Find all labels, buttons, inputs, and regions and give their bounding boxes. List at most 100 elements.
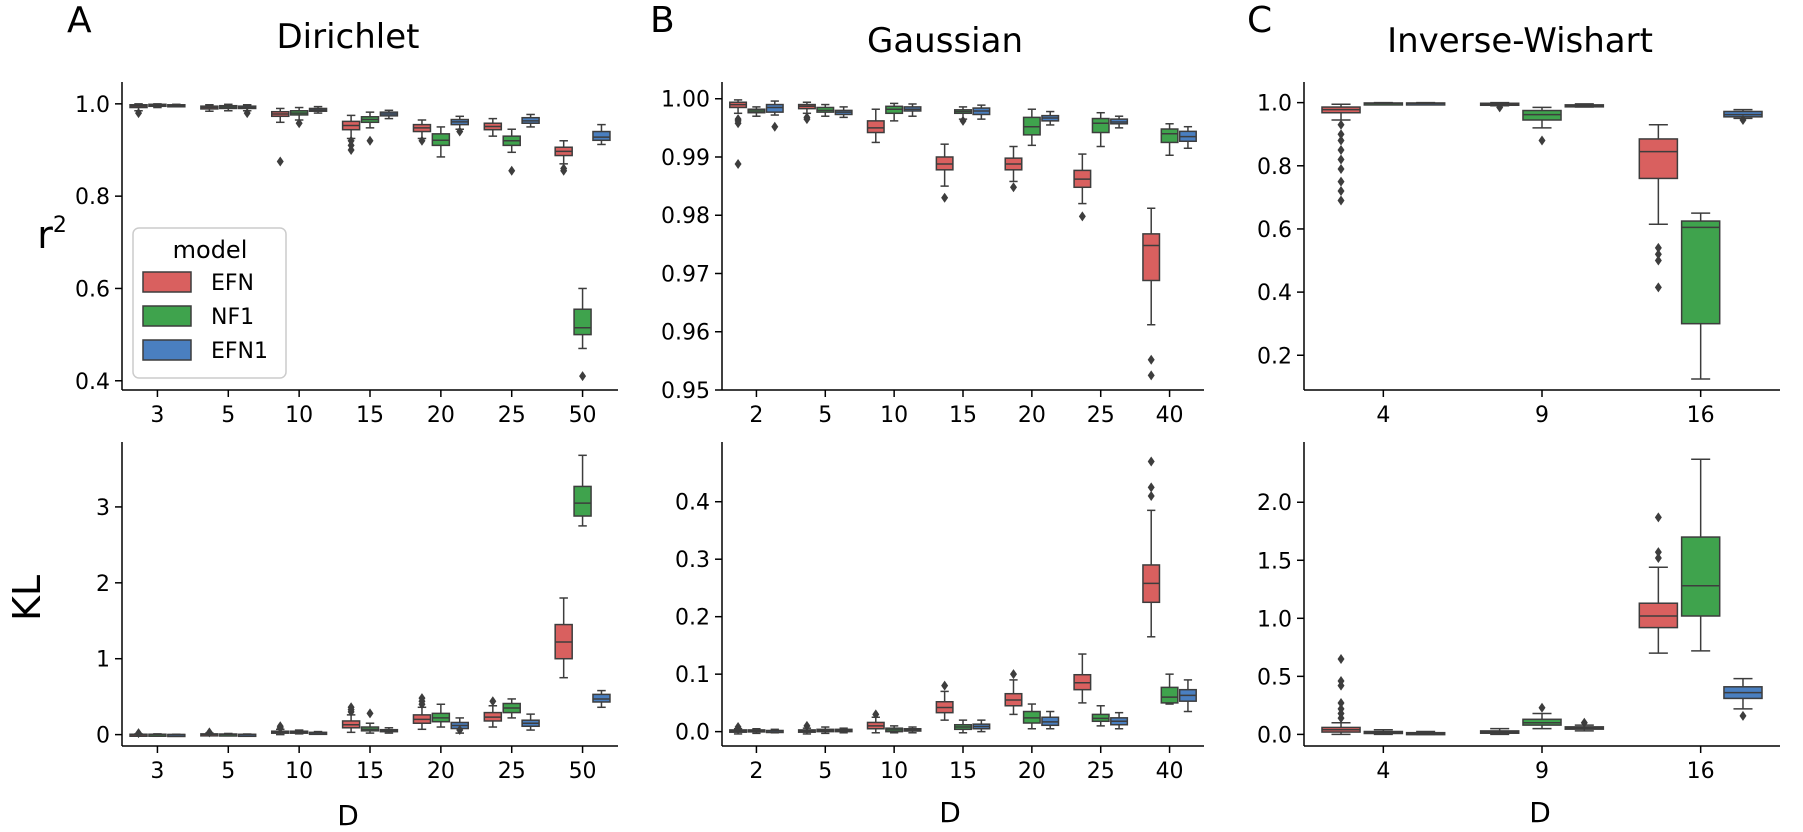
outlier-efn [1337, 135, 1345, 146]
box-nf1 [573, 308, 592, 336]
y-tick-label: 0.98 [661, 204, 710, 229]
outlier-efn1 [456, 126, 464, 137]
outlier-efn1 [243, 108, 251, 119]
y-tick-label: 1.0 [1257, 92, 1292, 117]
outlier-efn [1147, 354, 1155, 365]
panel-letter-b: B [650, 0, 675, 41]
outlier-efn [1337, 119, 1345, 130]
ylabel-r2: r2 [37, 213, 67, 257]
x-tick-label: 5 [818, 403, 832, 428]
x-tick-label: 4 [1376, 759, 1390, 784]
outlier-efn [1147, 490, 1155, 501]
outlier-efn [1654, 547, 1662, 558]
x-tick-label: 15 [949, 403, 977, 428]
outlier-efn [205, 727, 213, 738]
panel-title-dirichlet: Dirichlet [277, 17, 420, 57]
outlier-efn [347, 702, 355, 713]
box-efn1 [592, 693, 611, 703]
outlier-efn [1009, 669, 1017, 680]
outlier-efn [1337, 145, 1345, 155]
outlier-efn [1496, 102, 1504, 113]
panel-title-inverse-wishart: Inverse-Wishart [1387, 21, 1653, 61]
x-tick-label: 16 [1687, 759, 1715, 784]
legend-title: model [173, 236, 248, 264]
outlier-efn [276, 721, 284, 732]
x-tick-label: 10 [880, 759, 908, 784]
outlier-efn [1009, 182, 1017, 193]
y-tick-label: 0.4 [1257, 281, 1292, 306]
outlier-efn [276, 156, 284, 167]
panel-title-gaussian: Gaussian [867, 21, 1023, 61]
outlier-efn [734, 722, 742, 733]
x-tick-label: 25 [498, 759, 526, 784]
plot-dirichlet-kl: 0 1 2 3 3 5 10 15 20 25 50 [96, 442, 618, 784]
y-tick-label: 0.6 [75, 277, 110, 302]
x-tick-label: 20 [427, 403, 455, 428]
y-tick-label: 1.5 [1257, 549, 1292, 574]
outlier-efn1 [1739, 710, 1747, 721]
plot-inverse-wishart-kl: 0.0 0.5 1.0 1.5 2.0 4 9 16 [1257, 442, 1780, 784]
box-nf1 [1680, 536, 1721, 617]
outlier-efn [941, 192, 949, 203]
outlier-efn [1337, 675, 1345, 686]
y-tick-label: 0.0 [1257, 723, 1292, 748]
x-tick-label: 9 [1535, 403, 1549, 428]
outlier-efn [803, 114, 811, 125]
y-tick-label: 0.2 [1257, 344, 1292, 369]
outlier-nf1 [508, 165, 516, 176]
outlier-efn [1654, 282, 1662, 293]
x-tick-label: 40 [1156, 403, 1184, 428]
legend-label-efn: EFN [211, 271, 254, 296]
legend: model EFN NF1 EFN1 [132, 227, 287, 379]
x-tick-label: 5 [221, 403, 235, 428]
outlier-nf1 [366, 135, 374, 146]
x-tick-label: 5 [221, 759, 235, 784]
y-tick-label: 0.4 [675, 491, 710, 516]
y-tick-label: 0.97 [661, 262, 710, 287]
y-tick-label: 0.2 [675, 606, 710, 631]
outlier-efn [803, 720, 811, 731]
y-tick-label: 2.0 [1257, 491, 1292, 516]
outlier-efn [1147, 456, 1155, 467]
box-nf1 [1160, 686, 1179, 704]
xlabel-d-inverse-wishart: D [1529, 796, 1551, 829]
y-tick-label: 0.1 [675, 663, 710, 688]
box-nf1 [573, 485, 592, 517]
outlier-efn [1654, 249, 1662, 260]
legend-swatch-nf1 [142, 305, 192, 327]
legend-label-nf1: NF1 [211, 305, 254, 330]
outlier-efn1 [456, 725, 464, 736]
y-tick-label: 3 [96, 496, 110, 521]
y-tick-label: 0.95 [661, 379, 710, 404]
outlier-efn [1337, 653, 1345, 664]
outlier-efn [872, 709, 880, 720]
y-tick-label: 0.0 [675, 721, 710, 746]
x-tick-label: 20 [1018, 759, 1046, 784]
plot-gaussian-r2: 0.950.960.970.980.991.002 5 10 15 20 25 40 [661, 82, 1204, 428]
outlier-efn [1078, 211, 1086, 222]
outlier-nf1 [366, 708, 374, 719]
outlier-efn [1147, 370, 1155, 381]
outlier-efn [1337, 129, 1345, 140]
outlier-nf1 [959, 115, 967, 126]
y-tick-label: 0.4 [75, 370, 110, 395]
y-tick-label: 0.99 [661, 146, 710, 171]
x-tick-label: 10 [880, 403, 908, 428]
y-tick-label: 0.8 [1257, 155, 1292, 180]
outlier-efn [1147, 482, 1155, 493]
box-nf1 [1091, 117, 1110, 134]
y-tick-label: 0 [96, 724, 110, 749]
ylabel-r2-base: r [37, 213, 53, 257]
outlier-efn [489, 696, 497, 707]
y-tick-label: 0.5 [1257, 665, 1292, 690]
outlier-efn [1337, 186, 1345, 197]
box-efn1 [765, 103, 784, 113]
x-tick-label: 15 [949, 759, 977, 784]
y-tick-label: 0.6 [1257, 218, 1292, 243]
x-tick-label: 20 [1018, 403, 1046, 428]
x-tick-label: 5 [818, 759, 832, 784]
box-efn [1142, 233, 1161, 282]
outlier-nf1 [1538, 702, 1546, 713]
x-tick-label: 25 [498, 403, 526, 428]
outlier-efn [734, 118, 742, 129]
